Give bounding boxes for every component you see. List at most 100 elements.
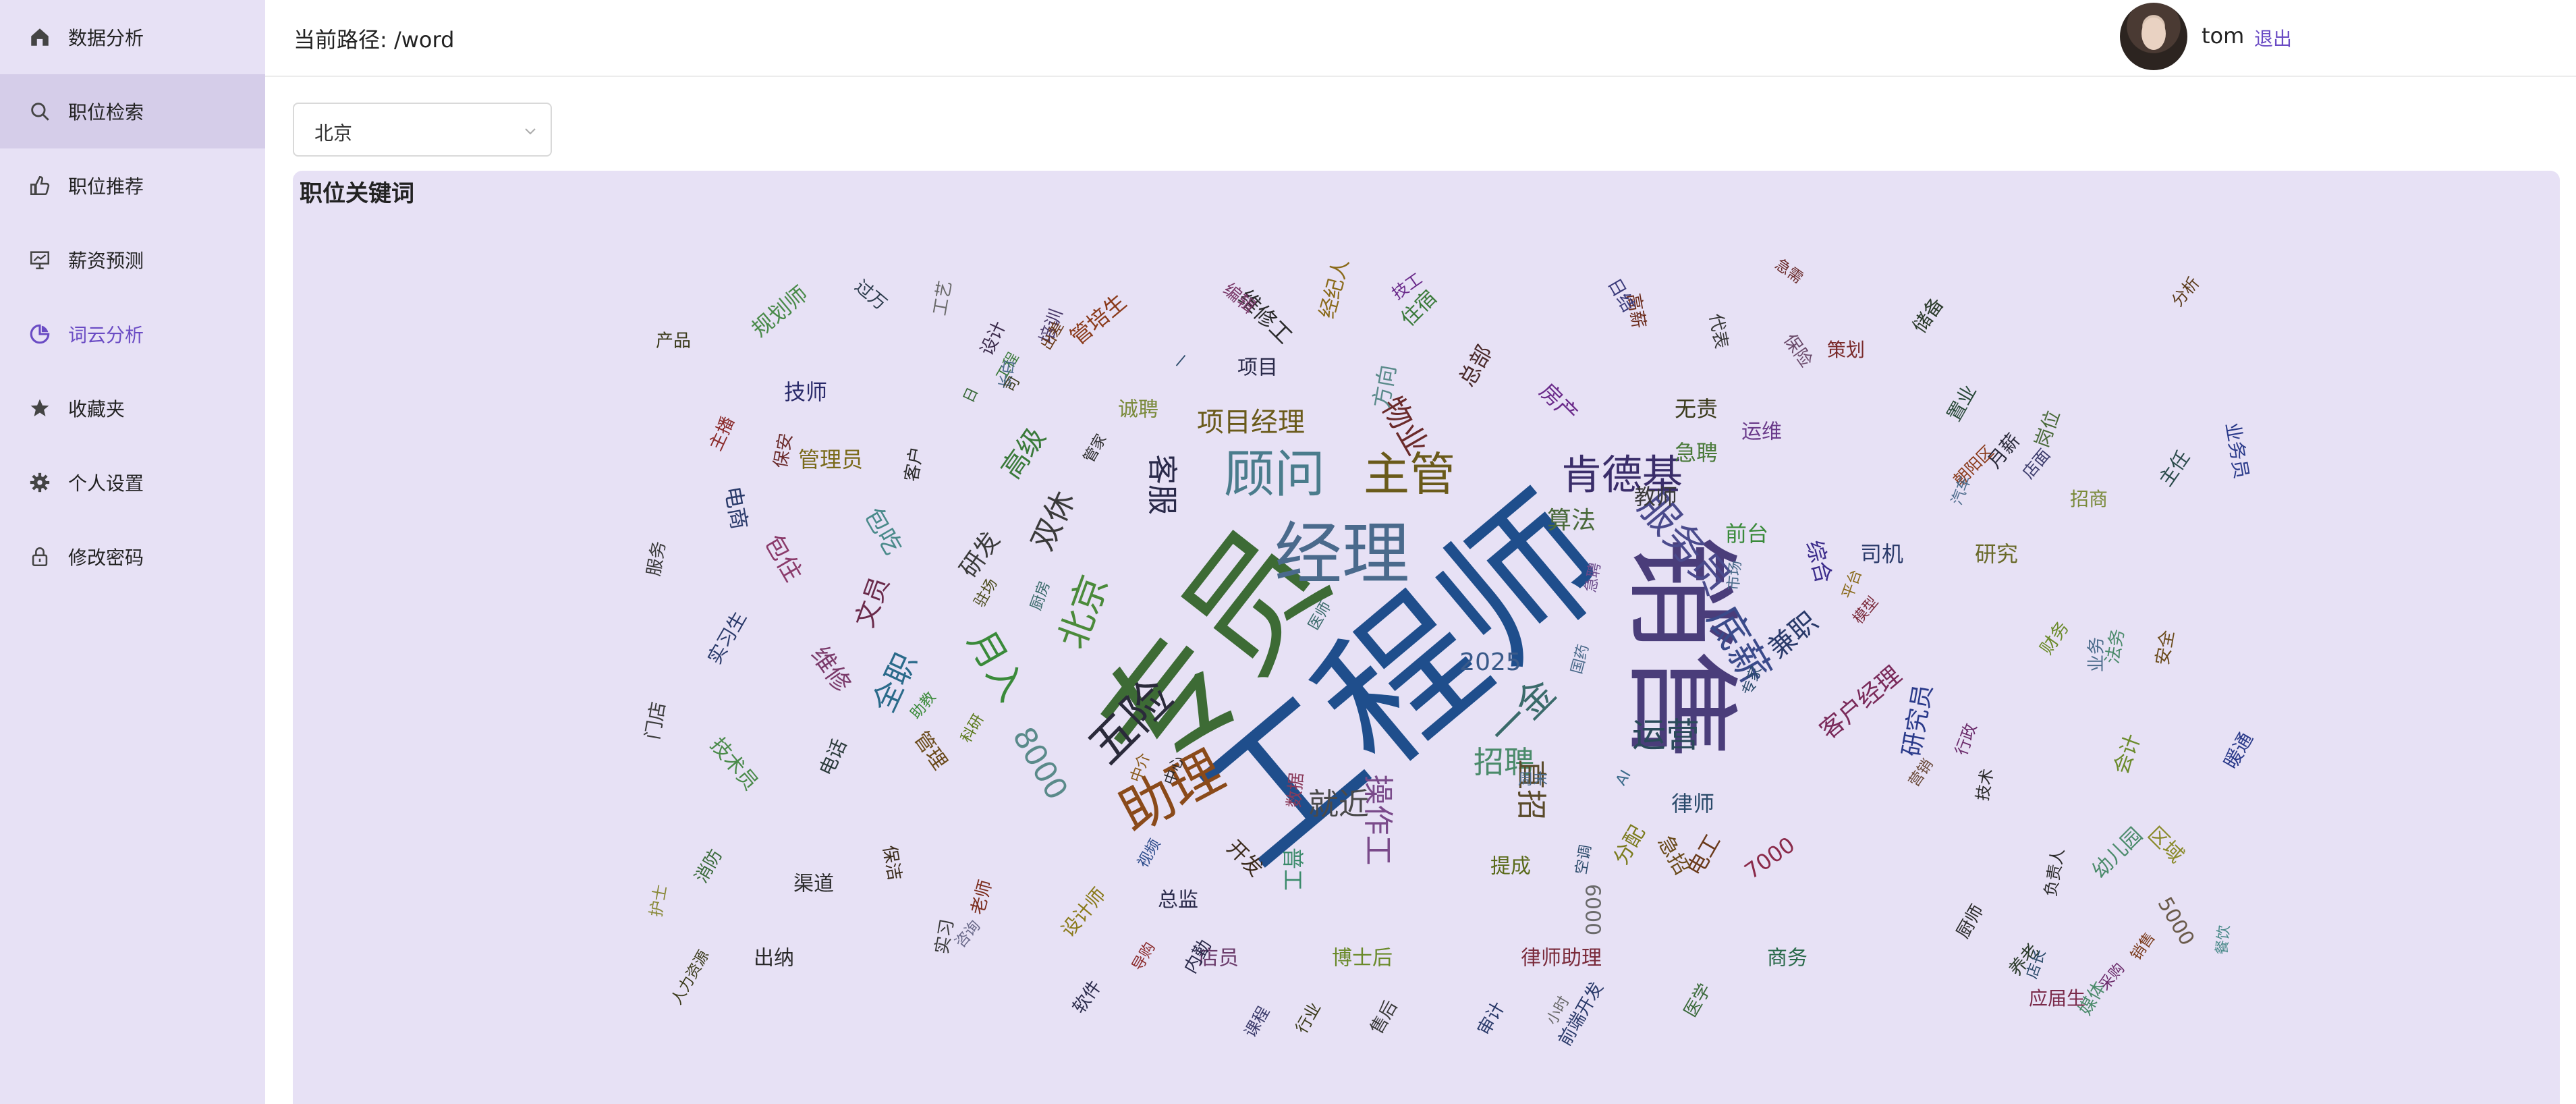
sidebar-item-label: 收藏夹 <box>68 398 125 420</box>
word-cloud-word: 业务员 <box>2221 421 2253 480</box>
word-cloud-word: 实习 <box>932 918 958 956</box>
word-cloud-word: 运营 <box>1632 716 1700 755</box>
word-cloud-word: 电话 <box>815 736 851 779</box>
word-cloud-word: 主管 <box>1364 449 1455 502</box>
word-cloud-word: 导购 <box>1129 939 1159 974</box>
word-cloud-word: 分析 <box>2168 273 2203 310</box>
word-cloud-word: 项目 <box>1237 356 1278 380</box>
word-cloud-word: 包住 <box>759 530 808 586</box>
word-cloud-word: 直招 <box>1513 759 1549 820</box>
word-cloud-word: 医学 <box>1681 981 1716 1021</box>
word-cloud-word: 肯德基 <box>1561 452 1683 499</box>
word-cloud-word: 助教 <box>907 689 939 723</box>
word-cloud-word: 代表 <box>1705 312 1731 350</box>
word-cloud-word: 过万 <box>851 276 891 314</box>
word-cloud-word: 行业 <box>1292 999 1324 1037</box>
word-cloud-word: 7000 <box>1740 831 1800 884</box>
word-cloud-word: 餐饮 <box>2214 924 2233 956</box>
word-cloud-word: 渠道 <box>793 873 834 896</box>
word-cloud-word: 6000 <box>1581 884 1604 935</box>
word-cloud-word: 客户经理 <box>1815 661 1907 745</box>
word-cloud-word: 管理员 <box>798 447 863 472</box>
panel-title: 职位关键词 <box>300 180 414 207</box>
city-select-value: 北京 <box>314 122 353 144</box>
word-cloud-word: 高级 <box>996 422 1053 485</box>
word-cloud-word: 招商 <box>2070 488 2108 510</box>
top-header: 当前路径: /word <box>265 0 2576 77</box>
word-cloud-word: 课程 <box>1241 1003 1273 1041</box>
sidebar: 数据分析 职位检索 职位推荐 薪资预测 词云分析 收藏夹 个人设置 <box>0 0 265 1104</box>
word-cloud-word: 无责 <box>1675 396 1718 422</box>
word-cloud-word: 护士 <box>646 883 671 918</box>
word-cloud-word: 急聘 <box>1675 440 1718 466</box>
word-cloud-word: 审计 <box>1474 999 1509 1039</box>
word-cloud-word: 急需 <box>1772 256 1805 287</box>
word-cloud-word: 研发 <box>955 527 1005 583</box>
word-cloud-word: 设计 <box>977 319 1010 359</box>
word-cloud-word: 分配 <box>1609 822 1650 868</box>
word-cloud-word: 产品 <box>656 331 691 352</box>
word-cloud-word: 负责人 <box>2041 847 2068 898</box>
word-cloud-word: 管培生 <box>1065 289 1131 350</box>
word-cloud-word: 商务 <box>1767 947 1808 970</box>
word-cloud-word: 5000 <box>2153 893 2199 950</box>
word-cloud-word: 博士后 <box>1332 947 1393 970</box>
word-cloud-word: 普工 <box>1280 848 1306 891</box>
word-cloud-word: 招聘 <box>1474 744 1534 780</box>
word-cloud-word: 工艺 <box>930 279 956 317</box>
sidebar-item-favorites[interactable]: 收藏夹 <box>0 371 265 445</box>
lock-icon <box>28 545 51 568</box>
word-cloud-word: 文员 <box>849 573 895 631</box>
word-cloud-word: 综合 <box>1801 538 1837 586</box>
word-cloud-word: 研究员 <box>1898 682 1938 758</box>
word-cloud-word: 业务 <box>2087 637 2107 672</box>
search-icon <box>28 100 51 123</box>
word-cloud-word: 诚聘 <box>1118 398 1158 422</box>
sidebar-item-label: 数据分析 <box>68 27 144 49</box>
sidebar-item-job-recommend[interactable]: 职位推荐 <box>0 148 265 223</box>
word-cloud-word: 软件 <box>1069 977 1105 1018</box>
word-cloud-word: 营销 <box>1906 756 1937 790</box>
word-cloud-word: 保安 <box>771 432 797 470</box>
sidebar-item-data-analysis[interactable]: 数据分析 <box>0 0 265 74</box>
logout-link[interactable]: 退出 <box>2254 28 2293 50</box>
word-cloud-word: 总部 <box>1454 341 1498 391</box>
sidebar-item-personal-settings[interactable]: 个人设置 <box>0 445 265 520</box>
word-cloud-word: 电商 <box>720 485 753 532</box>
word-cloud-word: 空调 <box>1573 844 1594 876</box>
word-cloud-word: 人力资源 <box>669 947 713 1008</box>
gear-icon <box>28 471 51 494</box>
sidebar-item-label: 薪资预测 <box>68 250 144 272</box>
sidebar-item-word-cloud[interactable]: 词云分析 <box>0 297 265 371</box>
word-cloud-word: 管理 <box>909 727 951 774</box>
word-cloud-word: 财务 <box>2036 618 2073 659</box>
word-cloud-word: 一 <box>1171 350 1193 372</box>
word-cloud-word: 技师 <box>784 379 827 405</box>
word-cloud-word: 保洁 <box>878 844 905 882</box>
home-icon <box>28 26 51 49</box>
avatar[interactable] <box>2120 3 2187 70</box>
word-cloud-word: 月入 <box>959 622 1034 708</box>
word-cloud-word: AI <box>1613 767 1634 788</box>
sidebar-item-change-password[interactable]: 修改密码 <box>0 520 265 594</box>
word-cloud-word: 房产 <box>1534 379 1583 427</box>
word-cloud-word: 销售 <box>1614 535 1747 765</box>
word-cloud-word: 北京 <box>1050 570 1116 654</box>
word-cloud-word: 科研 <box>958 711 988 746</box>
word-cloud-word: 实习生 <box>703 608 751 668</box>
sidebar-item-job-search[interactable]: 职位检索 <box>0 74 265 148</box>
sidebar-item-salary-prediction[interactable]: 薪资预测 <box>0 223 265 297</box>
word-cloud-word: 2025 <box>1459 648 1521 676</box>
sidebar-item-label: 词云分析 <box>68 324 144 346</box>
word-cloud-word: 司机 <box>1860 541 1903 567</box>
word-cloud-word: 周末 <box>1518 771 1548 788</box>
word-cloud-word: 律师助理 <box>1521 947 1602 970</box>
word-cloud-word: 店员 <box>1198 947 1239 970</box>
word-cloud-word: 主播 <box>706 414 739 454</box>
word-cloud-word: 区域 <box>2143 823 2188 868</box>
word-cloud-word: 运维 <box>1741 420 1782 444</box>
word-cloud-word: 平台 <box>1839 568 1866 601</box>
chart-icon <box>28 323 51 346</box>
city-select[interactable]: 北京 <box>293 103 552 157</box>
word-cloud-word: 双休 <box>1024 486 1082 556</box>
